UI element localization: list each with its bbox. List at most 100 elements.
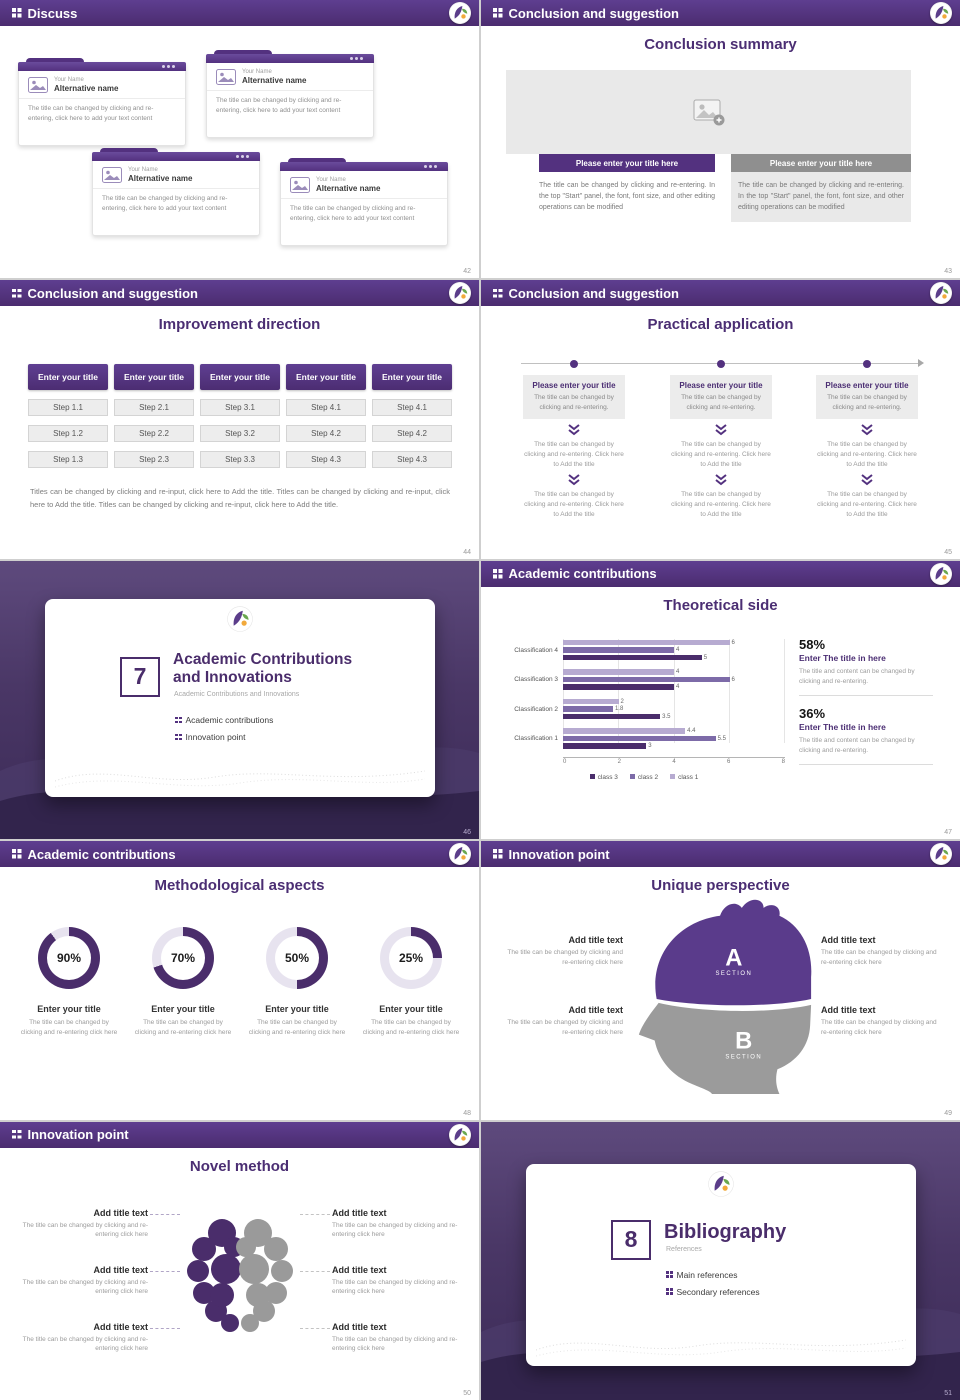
- connector-line: [150, 1213, 180, 1215]
- chart-value-label: 4: [676, 647, 680, 654]
- donut-percent-label: 70%: [170, 951, 196, 966]
- agenda-item[interactable]: Academic contributions: [175, 715, 273, 725]
- step-cell[interactable]: Step 2.3: [114, 451, 194, 469]
- title-box[interactable]: Please enter your title The title can be…: [816, 375, 918, 420]
- head-section-a-shape: [655, 899, 812, 1006]
- timeline-dot: [570, 359, 578, 368]
- slide-48[interactable]: Academic contributions Methodological as…: [0, 841, 479, 1120]
- chart-axis-tick: 8: [781, 758, 785, 765]
- slide-47[interactable]: Academic contributions Theoretical side …: [481, 560, 960, 840]
- timeline-dot: [717, 359, 725, 368]
- chart-bar: [563, 647, 674, 653]
- stat-percent: 36%: [799, 705, 826, 721]
- page-number: 48: [463, 1109, 471, 1117]
- chart-gridlines: [563, 638, 785, 743]
- slide-header-title: Conclusion and suggestion: [508, 285, 679, 301]
- slide-header: Conclusion and suggestion: [481, 0, 960, 26]
- double-chevron-down-icon: [861, 424, 873, 436]
- chart-bar: [563, 639, 730, 646]
- profile-card[interactable]: Your Name Alternative name The title can…: [18, 58, 186, 146]
- profile-card[interactable]: Your Name Alternative name The title can…: [206, 50, 374, 138]
- step-cell[interactable]: Step 4.2: [286, 425, 366, 443]
- donut-description: The title can be changed by clicking and…: [134, 1019, 232, 1037]
- title-button[interactable]: Please enter your title here: [731, 154, 911, 172]
- agenda-item[interactable]: Main references: [666, 1270, 760, 1280]
- block-description: The title can be changed by clicking and…: [507, 1019, 623, 1036]
- slide-43[interactable]: Conclusion and suggestion Conclusion sum…: [481, 0, 960, 279]
- image-icon: [28, 77, 48, 93]
- page-number: 47: [944, 829, 952, 837]
- step-cell[interactable]: Step 4.3: [372, 451, 452, 469]
- grid-icon: [12, 288, 16, 293]
- step-cell[interactable]: Step 1.2: [28, 425, 108, 443]
- step-cell[interactable]: Step 3.1: [200, 399, 280, 417]
- column-title-button[interactable]: Enter your title: [114, 364, 194, 391]
- section-card: 8 Bibliography References Main reference…: [526, 1163, 916, 1366]
- column-title-button[interactable]: Enter your title: [28, 364, 108, 391]
- chart-legend-item: class 1: [670, 773, 698, 781]
- agenda-item[interactable]: Innovation point: [175, 732, 273, 742]
- card-alt-name: Alternative name: [54, 84, 119, 93]
- chart-value-label: 4: [676, 669, 680, 676]
- step-cell[interactable]: Step 4.2: [372, 425, 452, 443]
- profile-card[interactable]: Your Name Alternative name The title can…: [92, 148, 260, 236]
- donut-description: The title can be changed by clicking and…: [248, 1019, 346, 1037]
- timeline-column: Please enter your title The title can be…: [816, 375, 918, 519]
- agenda-item-label: Main references: [676, 1269, 738, 1280]
- connector-line: [150, 1270, 180, 1272]
- slide-51[interactable]: 8 Bibliography References Main reference…: [481, 1121, 960, 1400]
- step-cell[interactable]: Step 4.1: [286, 399, 366, 417]
- box-subtitle: The title can be changed by clicking and…: [534, 394, 614, 411]
- block-description: The title can be changed by clicking and…: [22, 1221, 148, 1239]
- block-title: Add title text: [821, 935, 876, 946]
- chart-x-axis: 0 2 4 6 8: [563, 756, 785, 765]
- column-title-button[interactable]: Enter your title: [372, 364, 452, 391]
- folder-tab: [92, 148, 260, 161]
- step-cell[interactable]: Step 1.3: [28, 451, 108, 469]
- block-title: Add title text: [568, 1005, 623, 1016]
- column-title-button[interactable]: Enter your title: [200, 364, 280, 391]
- donut-title: Enter your title: [265, 1004, 329, 1015]
- image-placeholder[interactable]: [506, 70, 911, 154]
- card-alt-name: Alternative name: [242, 76, 307, 85]
- slide-46[interactable]: 7 Academic Contributions and Innovations…: [0, 560, 479, 840]
- page-number: 50: [463, 1389, 471, 1397]
- step-cell[interactable]: Step 3.3: [200, 451, 280, 469]
- chart-bar: [563, 706, 613, 712]
- slide-50[interactable]: Innovation point Novel method: [0, 1121, 479, 1400]
- chart-bar: [563, 713, 661, 720]
- chart-bar: [563, 735, 716, 742]
- section-title: Unique perspective: [651, 877, 790, 895]
- step-cell[interactable]: Step 2.1: [114, 399, 194, 417]
- chart-value-label: 3.5: [662, 713, 671, 720]
- section-card-title: Academic Contributions and Innovations: [173, 651, 352, 688]
- donut-row: 90% Enter your title The title can be ch…: [12, 927, 468, 1038]
- title-box[interactable]: Please enter your title The title can be…: [670, 375, 772, 420]
- grid-icon: [493, 569, 497, 573]
- column-title-button[interactable]: Enter your title: [286, 364, 366, 391]
- caption-text: Titles can be changed by clicking and re…: [30, 487, 450, 510]
- card-header: Your Name Alternative name: [281, 171, 447, 199]
- slide-44[interactable]: Conclusion and suggestion Improvement di…: [0, 280, 479, 559]
- step-cell[interactable]: Step 2.2: [114, 425, 194, 443]
- text-block: Add title text The title can be changed …: [22, 1322, 148, 1355]
- slide-42[interactable]: Discuss Your Name Alternative name The t…: [0, 0, 479, 279]
- slide-header-title: Discuss: [27, 5, 78, 21]
- body-text: The title can be changed by clicking and…: [539, 182, 715, 212]
- folder-tab: [280, 158, 448, 171]
- step-cell[interactable]: Step 4.1: [372, 399, 452, 417]
- stat-title: Enter The title in here: [799, 721, 886, 732]
- agenda-item[interactable]: Secondary references: [666, 1287, 760, 1297]
- profile-card[interactable]: Your Name Alternative name The title can…: [280, 158, 448, 246]
- title-button[interactable]: Please enter your title here: [539, 154, 715, 172]
- step-cell[interactable]: Step 1.1: [28, 399, 108, 417]
- step-cell[interactable]: Step 3.2: [200, 425, 280, 443]
- section-title: Conclusion summary: [644, 36, 797, 53]
- step-cell[interactable]: Step 4.3: [286, 451, 366, 469]
- section-title: Improvement direction: [158, 316, 321, 334]
- slide-45[interactable]: Conclusion and suggestion Practical appl…: [481, 280, 960, 559]
- title-box[interactable]: Please enter your title The title can be…: [523, 375, 625, 420]
- slide-header-title: Academic contributions: [27, 846, 176, 862]
- dots-icon: [241, 155, 244, 158]
- slide-49[interactable]: Innovation point Unique perspective A SE…: [481, 841, 960, 1120]
